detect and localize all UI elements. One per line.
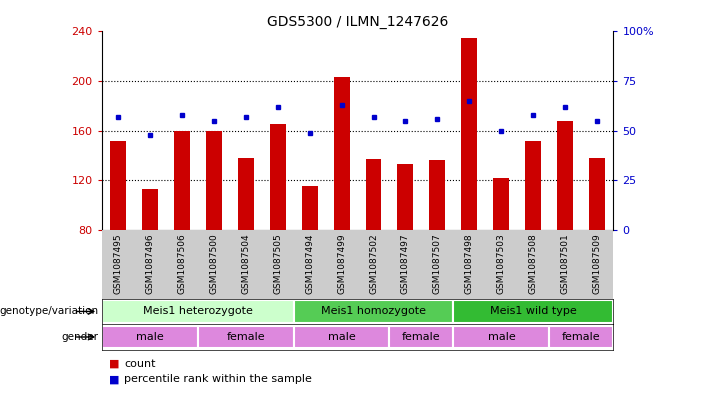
Text: GSM1087506: GSM1087506 [177,233,186,294]
Bar [526,141,541,230]
Bar [365,159,381,230]
Text: male: male [327,332,355,342]
Bar [454,325,550,349]
Bar [270,125,285,230]
Text: GSM1087500: GSM1087500 [209,233,218,294]
Bar [557,121,573,230]
Bar [301,187,318,230]
Bar [174,130,189,230]
Text: GSM1087497: GSM1087497 [401,233,410,294]
Bar [397,164,414,230]
Text: female: female [402,332,441,342]
Text: Meis1 heterozygote: Meis1 heterozygote [143,307,252,316]
Text: female: female [562,332,601,342]
Title: GDS5300 / ILMN_1247626: GDS5300 / ILMN_1247626 [267,15,448,29]
Bar [294,300,454,323]
Bar [198,325,294,349]
Bar [390,325,454,349]
Text: Meis1 homozygote: Meis1 homozygote [321,307,426,316]
Text: GSM1087496: GSM1087496 [145,233,154,294]
Text: count: count [124,358,156,369]
Bar [238,158,254,230]
Bar [550,325,613,349]
Bar [102,325,198,349]
Bar [109,141,125,230]
Text: GSM1087502: GSM1087502 [369,233,378,294]
Text: male: male [488,332,515,342]
Text: GSM1087503: GSM1087503 [497,233,506,294]
Text: GSM1087507: GSM1087507 [433,233,442,294]
Text: female: female [226,332,265,342]
Text: male: male [136,332,163,342]
Bar [294,325,390,349]
Text: GSM1087499: GSM1087499 [337,233,346,294]
Text: ■: ■ [109,358,119,369]
Text: GSM1087508: GSM1087508 [529,233,538,294]
Bar [205,130,222,230]
Bar [142,189,158,230]
Text: GSM1087495: GSM1087495 [113,233,122,294]
Text: GSM1087509: GSM1087509 [593,233,602,294]
Text: GSM1087504: GSM1087504 [241,233,250,294]
Bar [334,77,350,230]
Text: GSM1087501: GSM1087501 [561,233,570,294]
Text: GSM1087494: GSM1087494 [305,233,314,294]
Bar [461,38,477,230]
Text: ■: ■ [109,374,119,384]
Text: genotype/variation: genotype/variation [0,307,98,316]
Text: percentile rank within the sample: percentile rank within the sample [124,374,312,384]
Bar [454,300,613,323]
Bar [430,160,445,230]
Bar [102,300,294,323]
Bar [494,178,510,230]
Text: GSM1087498: GSM1087498 [465,233,474,294]
Bar [590,158,606,230]
Text: Meis1 wild type: Meis1 wild type [490,307,577,316]
Text: gender: gender [61,332,98,342]
Text: GSM1087505: GSM1087505 [273,233,282,294]
